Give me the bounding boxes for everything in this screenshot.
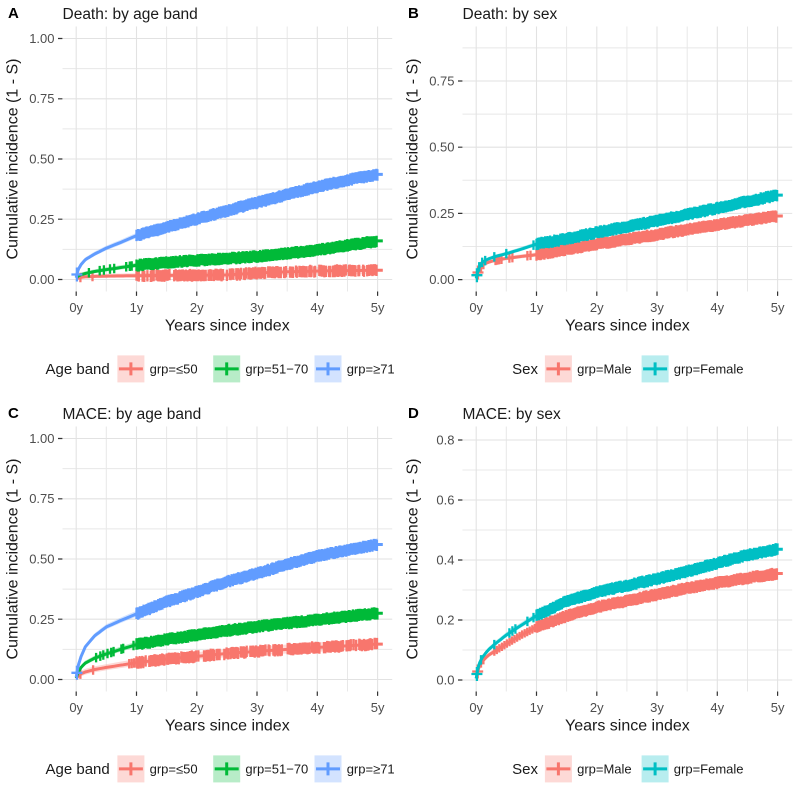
svg-text:Age band: Age band [46,761,110,778]
svg-text:0.75: 0.75 [29,91,54,106]
svg-text:0.75: 0.75 [429,74,454,89]
svg-text:1y: 1y [530,300,544,315]
svg-text:A: A [8,5,19,22]
svg-text:5y: 5y [371,700,385,715]
svg-text:2y: 2y [590,300,604,315]
svg-text:5y: 5y [771,300,785,315]
svg-text:C: C [8,405,19,422]
svg-text:D: D [408,405,419,422]
svg-text:grp=51−70: grp=51−70 [245,362,308,377]
svg-text:grp=51−70: grp=51−70 [245,762,308,777]
svg-text:0.8: 0.8 [436,433,454,448]
svg-text:Cumulative incidence (1 - S): Cumulative incidence (1 - S) [405,59,422,260]
svg-text:2y: 2y [590,700,604,715]
svg-text:4y: 4y [710,300,724,315]
svg-text:0y: 0y [69,300,83,315]
svg-text:grp=Female: grp=Female [674,762,744,777]
svg-text:MACE: by sex: MACE: by sex [463,406,561,423]
svg-text:Death: by age band: Death: by age band [63,6,198,23]
svg-text:4y: 4y [310,300,324,315]
svg-text:0.50: 0.50 [429,140,454,155]
svg-text:5y: 5y [771,700,785,715]
svg-text:0.0: 0.0 [436,673,454,688]
svg-text:0y: 0y [469,700,483,715]
svg-text:Cumulative incidence (1 - S): Cumulative incidence (1 - S) [5,459,22,660]
svg-text:0.00: 0.00 [29,672,54,687]
svg-text:1.00: 1.00 [29,431,54,446]
svg-text:0.25: 0.25 [429,206,454,221]
svg-text:0.25: 0.25 [29,212,54,227]
svg-text:2y: 2y [190,300,204,315]
svg-text:Years since index: Years since index [565,318,690,335]
svg-text:5y: 5y [371,300,385,315]
svg-text:0.2: 0.2 [436,613,454,628]
svg-text:0.00: 0.00 [429,272,454,287]
svg-text:3y: 3y [250,700,264,715]
svg-text:2y: 2y [190,700,204,715]
svg-text:1y: 1y [530,700,544,715]
svg-text:grp=Male: grp=Male [577,762,632,777]
svg-text:0.00: 0.00 [29,272,54,287]
svg-text:Sex: Sex [512,761,538,778]
svg-text:0.6: 0.6 [436,493,454,508]
svg-text:0.75: 0.75 [29,491,54,506]
svg-text:Years since index: Years since index [165,318,290,335]
svg-text:0y: 0y [469,300,483,315]
svg-text:Cumulative incidence (1 - S): Cumulative incidence (1 - S) [405,459,422,660]
svg-text:grp=≥71: grp=≥71 [347,362,395,377]
svg-text:grp=≤50: grp=≤50 [150,362,198,377]
svg-text:0.25: 0.25 [29,612,54,627]
svg-text:4y: 4y [310,700,324,715]
svg-text:3y: 3y [250,300,264,315]
svg-text:Years since index: Years since index [165,718,290,735]
svg-text:1y: 1y [130,700,144,715]
svg-text:MACE: by age band: MACE: by age band [63,406,202,423]
svg-text:B: B [408,5,419,22]
svg-text:0.50: 0.50 [29,152,54,167]
svg-text:Cumulative incidence (1 - S): Cumulative incidence (1 - S) [5,59,22,260]
svg-text:0.50: 0.50 [29,552,54,567]
svg-text:3y: 3y [650,300,664,315]
svg-text:Age band: Age band [46,361,110,378]
svg-text:Sex: Sex [512,361,538,378]
svg-text:1y: 1y [130,300,144,315]
svg-text:grp=≤50: grp=≤50 [150,762,198,777]
svg-text:3y: 3y [650,700,664,715]
svg-text:0y: 0y [69,700,83,715]
svg-text:grp=Female: grp=Female [674,362,744,377]
svg-text:grp=Male: grp=Male [577,362,632,377]
svg-text:Death: by sex: Death: by sex [463,6,558,23]
svg-text:0.4: 0.4 [436,553,454,568]
svg-text:Years since index: Years since index [565,718,690,735]
svg-text:4y: 4y [710,700,724,715]
svg-text:1.00: 1.00 [29,31,54,46]
svg-text:grp=≥71: grp=≥71 [347,762,395,777]
